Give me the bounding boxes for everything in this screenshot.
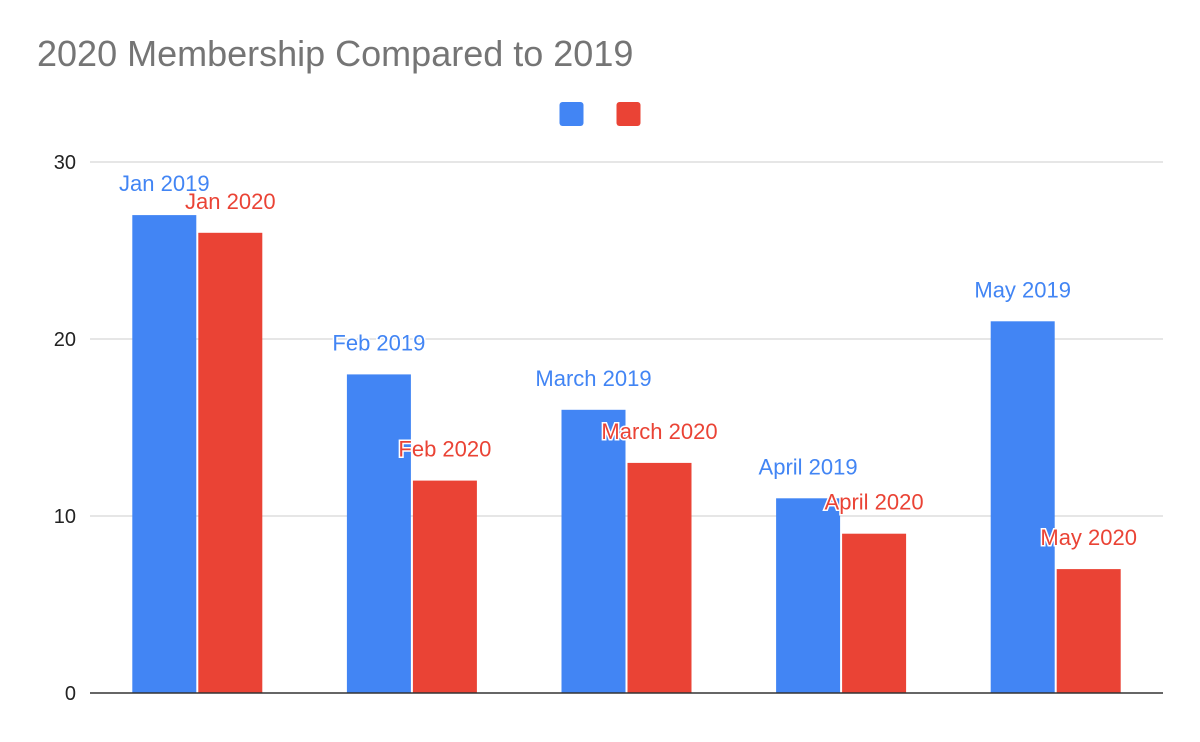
bar xyxy=(627,462,692,693)
legend-swatch xyxy=(616,102,641,126)
y-tick-label: 20 xyxy=(54,329,76,351)
bar xyxy=(198,232,263,694)
data-label: March 2020 xyxy=(601,419,717,444)
data-label: Feb 2020 xyxy=(398,437,491,462)
bar xyxy=(842,533,907,693)
y-tick-label: 10 xyxy=(54,506,76,528)
bar xyxy=(776,498,841,693)
gridlines xyxy=(90,161,1163,517)
bar xyxy=(1056,569,1121,693)
legend xyxy=(559,102,641,126)
data-label: May 2019 xyxy=(974,277,1071,302)
y-tick-label: 30 xyxy=(54,152,76,174)
data-label: May 2020 xyxy=(1040,525,1137,550)
chart-title: 2020 Membership Compared to 2019 xyxy=(37,33,634,74)
data-label: Jan 2020 xyxy=(185,189,276,214)
bar xyxy=(132,215,197,693)
bar xyxy=(346,374,411,693)
data-label: April 2019 xyxy=(759,454,858,479)
data-labels: Jan 2019 Feb 2019 March 2019 April 2019 May … xyxy=(118,170,1139,552)
y-axis-ticks: 0 10 20 30 xyxy=(54,152,76,705)
data-label: April 2020 xyxy=(825,490,924,515)
bar xyxy=(561,409,626,693)
y-tick-label: 0 xyxy=(65,683,76,705)
data-label: Feb 2019 xyxy=(332,330,425,355)
data-label: Jan 2019 xyxy=(119,171,210,196)
bar xyxy=(412,480,477,693)
bar xyxy=(990,321,1055,693)
legend-swatch xyxy=(559,102,584,126)
data-label: March 2019 xyxy=(535,366,651,391)
bars xyxy=(132,215,1121,694)
